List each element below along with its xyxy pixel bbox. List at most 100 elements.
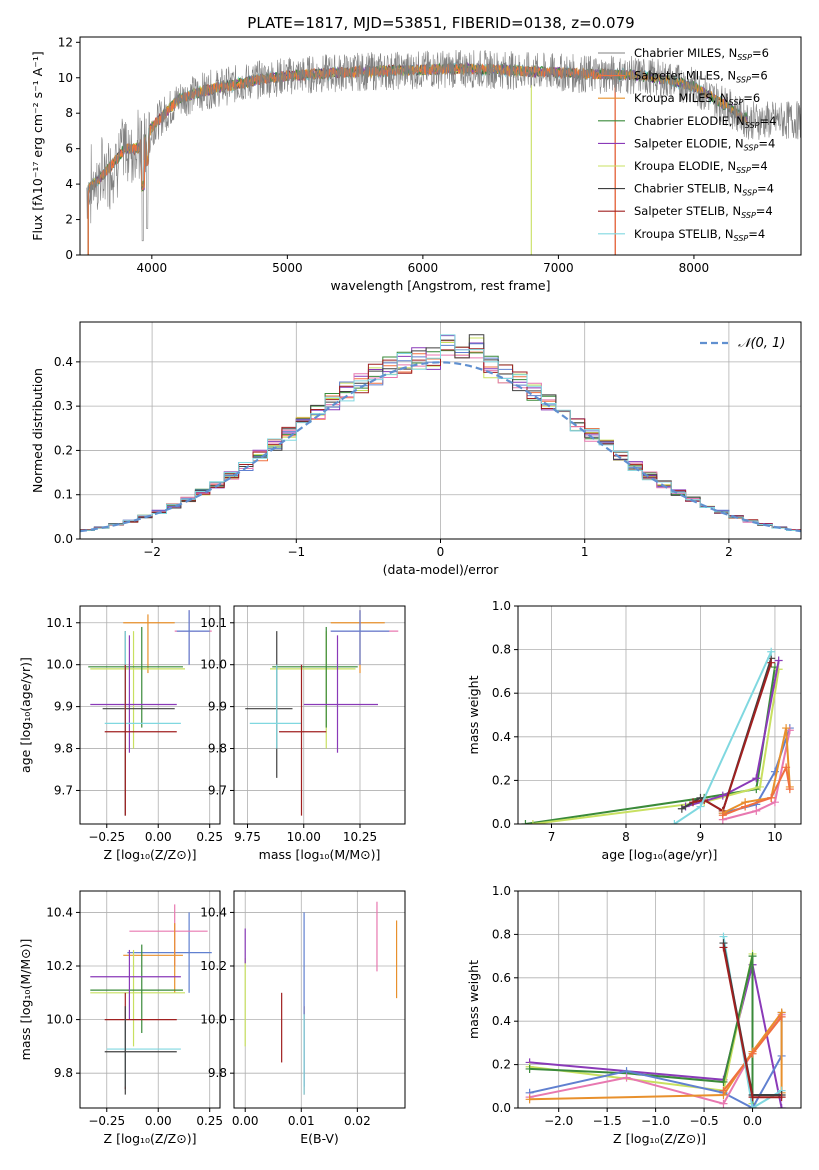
x-tick-label: 10: [767, 830, 782, 844]
panel-age_vs_Z: −0.25 0.00 0.25 9.7 9.8 9.9 10.0 10.1 Z [log₁₀(Z…: [18, 605, 223, 862]
y-tick-label: 8: [65, 106, 73, 120]
x-tick-label: −2.0: [544, 1114, 573, 1128]
x-axis-label: mass [log₁₀(M/M⊙)]: [259, 847, 381, 862]
series-point: [777, 1093, 786, 1102]
x-tick-label: 0.0: [743, 1114, 762, 1128]
series-line: [722, 727, 791, 814]
axes-frame: [233, 605, 406, 825]
y-tick-label: 1.0: [492, 599, 511, 613]
x-tick-label: −0.25: [88, 1114, 125, 1128]
y-tick-label: 2: [65, 213, 73, 227]
plot-area: [518, 606, 801, 824]
x-tick-label: 4000: [137, 261, 168, 275]
series-point: [774, 665, 783, 674]
y-tick-label: 0.0: [492, 1101, 511, 1115]
series-point: [525, 1064, 534, 1073]
legend-label: Salpeter STELIB, NSSP=4: [634, 204, 773, 220]
y-tick-label: 9.9: [208, 700, 227, 714]
y-axis-label: mass weight: [466, 960, 481, 1039]
series-point: [748, 1104, 757, 1108]
x-tick-label: 10.00: [287, 830, 321, 844]
legend-label: Kroupa MILES, NSSP=6: [634, 91, 760, 107]
panel-mass_vs_Z: −0.25 0.00 0.25 9.8 10.0 10.2 10.4 Z [log₁₀(Z/Z…: [18, 890, 223, 1146]
x-axis-label: wavelength [Angstrom, rest frame]: [330, 278, 550, 293]
x-axis-label: Z [log₁₀(Z/Z⊙)]: [104, 1131, 197, 1146]
data-spectrum-line: [86, 49, 801, 242]
series-point: [782, 763, 791, 772]
y-tick-label: 0.2: [54, 443, 73, 457]
x-tick-label: −1: [287, 545, 305, 559]
y-tick-label: 10.1: [200, 616, 227, 630]
y-tick-label: 10.2: [200, 959, 227, 973]
series-point: [774, 656, 783, 665]
axes-frame: [79, 890, 221, 1109]
legend-label: Kroupa ELODIE, NSSP=4: [634, 159, 768, 175]
legend-label: 𝒩(0, 1): [738, 336, 785, 351]
plot-area: [518, 891, 801, 1108]
y-tick-label: 0.2: [492, 1058, 511, 1072]
plot-area: [80, 322, 801, 539]
series-line: [532, 669, 780, 824]
series-line: [692, 662, 773, 813]
y-axis-label: age [log₁₀(age/yr)]: [18, 657, 33, 773]
axes-frame: [79, 605, 221, 825]
y-axis-label: mass [log₁₀(M/M⊙)]: [18, 939, 33, 1061]
series-point: [752, 774, 761, 783]
y-tick-label: 0.0: [54, 532, 73, 546]
legend-label: Salpeter ELODIE, NSSP=4: [634, 136, 775, 152]
series-point: [767, 647, 776, 656]
y-tick-label: 0.4: [492, 730, 511, 744]
y-tick-label: 10.4: [200, 905, 227, 919]
y-tick-label: 0.4: [54, 355, 73, 369]
series-point: [622, 1073, 631, 1082]
y-tick-label: 9.9: [54, 700, 73, 714]
x-tick-label: 0.00: [145, 1114, 172, 1128]
x-axis-label: age [log₁₀(age/yr)]: [602, 847, 718, 862]
y-tick-label: 0.4: [492, 1014, 511, 1028]
y-tick-label: 9.7: [208, 783, 227, 797]
model-line: [87, 62, 616, 255]
legend-label: Kroupa STELIB, NSSP=4: [634, 227, 765, 243]
y-tick-label: 4: [65, 177, 73, 191]
model-line: [87, 63, 532, 255]
series-point: [718, 811, 727, 820]
plot-area: [80, 606, 220, 824]
legend-label: Salpeter MILES, NSSP=6: [634, 69, 768, 85]
x-tick-label: −0.25: [88, 830, 125, 844]
series-point: [748, 952, 757, 961]
y-tick-label: 10.0: [46, 658, 73, 672]
y-tick-label: 10.2: [46, 959, 73, 973]
x-tick-label: 1: [581, 545, 589, 559]
x-tick-label: 10.25: [343, 830, 377, 844]
series-point: [777, 1012, 786, 1021]
series-point: [741, 802, 750, 811]
series-point: [670, 820, 679, 824]
series-point: [777, 1104, 786, 1108]
y-tick-label: 0.2: [492, 773, 511, 787]
series-point: [756, 782, 765, 791]
figure-title: PLATE=1817, MJD=53851, FIBERID=0138, z=0…: [247, 14, 634, 32]
x-tick-label: 7000: [543, 261, 574, 275]
y-tick-label: 9.8: [54, 1066, 73, 1080]
series-point: [767, 658, 776, 667]
model-line: [87, 62, 616, 255]
x-axis-label: (data-model)/error: [383, 562, 500, 577]
normal-curve: [80, 361, 801, 533]
y-axis-label: Flux [fλ10⁻¹⁷ erg cm⁻² s⁻¹ A⁻¹]: [30, 51, 45, 240]
y-tick-label: 0.6: [492, 686, 511, 700]
series-point: [525, 1095, 534, 1104]
y-tick-label: 9.8: [208, 1066, 227, 1080]
series-point: [748, 1049, 757, 1058]
y-tick-label: 10.4: [46, 905, 73, 919]
plot-area: [234, 606, 405, 824]
legend-label: Chabrier MILES, NSSP=6: [634, 46, 769, 62]
series-point: [748, 1093, 757, 1102]
histogram-line: [80, 334, 801, 531]
x-tick-label: 2: [725, 545, 733, 559]
x-axis-label: E(B-V): [300, 1131, 339, 1146]
x-axis-label: Z [log₁₀(Z/Z⊙)]: [104, 847, 197, 862]
x-tick-label: 0.02: [344, 1114, 371, 1128]
x-tick-label: 0.25: [196, 830, 223, 844]
y-tick-label: 10.0: [46, 1013, 73, 1027]
panel-spectrum: Chabrier MILES, NSSP=6 Salpeter MILES, NS…: [30, 35, 802, 293]
